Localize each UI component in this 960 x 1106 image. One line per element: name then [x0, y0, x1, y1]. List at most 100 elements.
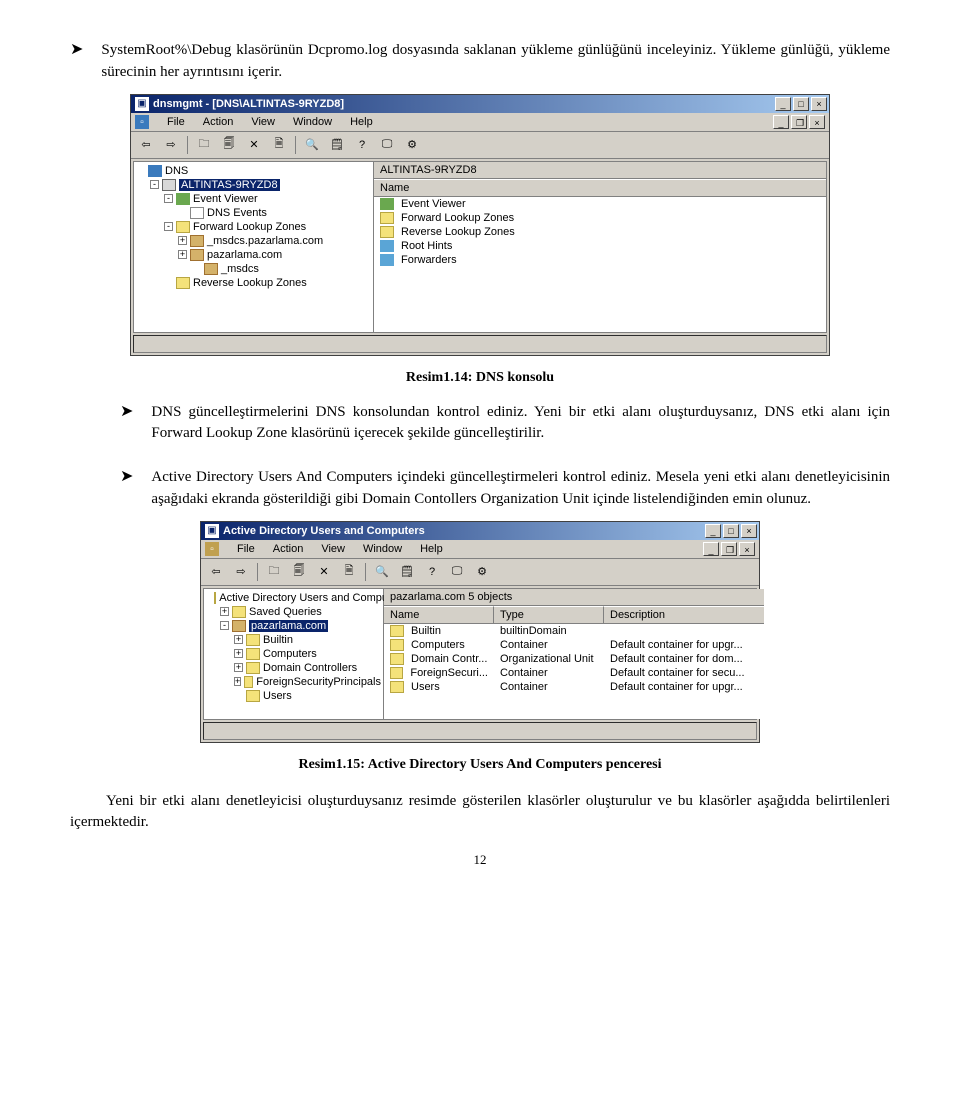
toolbar-button[interactable]: 🖵: [446, 562, 468, 582]
toolbar-button[interactable]: ⚙: [471, 562, 493, 582]
toolbar-button[interactable]: 🗐: [288, 562, 310, 582]
menu-window[interactable]: Window: [289, 115, 336, 129]
tree-node[interactable]: +DNS Events: [136, 206, 371, 220]
tree-node[interactable]: -ALTINTAS-9RYZD8: [136, 178, 371, 192]
expand-icon[interactable]: +: [234, 663, 243, 672]
mdi-close-button[interactable]: ×: [809, 115, 825, 129]
expand-icon[interactable]: +: [178, 250, 187, 259]
expand-icon[interactable]: +: [220, 607, 229, 616]
tree-node[interactable]: -pazarlama.com: [206, 619, 381, 633]
menu-view[interactable]: View: [317, 542, 349, 556]
minimize-button[interactable]: _: [775, 97, 791, 111]
toolbar-button[interactable]: ✕: [243, 135, 265, 155]
menu-action[interactable]: Action: [269, 542, 308, 556]
aduc-column-header[interactable]: NameTypeDescription: [384, 606, 764, 624]
toolbar-button[interactable]: 🗀: [263, 562, 285, 582]
list-item-label: Forward Lookup Zones: [401, 212, 514, 224]
column-header[interactable]: Description: [604, 606, 764, 623]
mdi-minimize-button[interactable]: _: [703, 542, 719, 556]
collapse-icon[interactable]: -: [164, 222, 173, 231]
toolbar-button[interactable]: ⚙: [401, 135, 423, 155]
table-row[interactable]: BuiltinbuiltinDomain: [384, 624, 764, 638]
column-header[interactable]: Type: [494, 606, 604, 623]
mdi-minimize-button[interactable]: _: [773, 115, 789, 129]
list-item[interactable]: Reverse Lookup Zones: [374, 225, 826, 239]
close-button[interactable]: ×: [741, 524, 757, 538]
list-item[interactable]: Event Viewer: [374, 197, 826, 211]
tree-node[interactable]: + Computers: [206, 647, 381, 661]
menu-view[interactable]: View: [247, 115, 279, 129]
tree-node[interactable]: +DNS: [136, 164, 371, 178]
collapse-icon[interactable]: -: [150, 180, 159, 189]
toolbar-button[interactable]: ⇦: [205, 562, 227, 582]
expand-icon[interactable]: +: [234, 677, 241, 686]
menu-file[interactable]: File: [163, 115, 189, 129]
expand-icon[interactable]: +: [234, 649, 243, 658]
toolbar-button[interactable]: 🖵: [376, 135, 398, 155]
toolbar-button[interactable]: ⇨: [230, 562, 252, 582]
tree-node[interactable]: +ForeignSecurityPrincipals: [206, 675, 381, 689]
dns-column-header[interactable]: Name: [374, 179, 826, 197]
dns-tree-pane[interactable]: +DNS-ALTINTAS-9RYZD8-Event Viewer+DNS Ev…: [134, 162, 374, 332]
tree-node[interactable]: +pazarlama.com: [136, 248, 371, 262]
tree-node-label: Computers: [263, 648, 317, 660]
mdi-restore-button[interactable]: ❐: [721, 542, 737, 556]
mdi-close-button[interactable]: ×: [739, 542, 755, 556]
toolbar-button[interactable]: 🗐: [218, 135, 240, 155]
toolbar-button[interactable]: ?: [351, 135, 373, 155]
menu-window[interactable]: Window: [359, 542, 406, 556]
table-row[interactable]: ComputersContainerDefault container for …: [384, 638, 764, 652]
aduc-titlebar[interactable]: ▣ Active Directory Users and Computers _…: [201, 522, 759, 540]
tree-node[interactable]: +_msdcs.pazarlama.com: [136, 234, 371, 248]
table-row[interactable]: UsersContainerDefault container for upgr…: [384, 680, 764, 694]
aduc-tree-pane[interactable]: +Active Directory Users and Computers+Sa…: [204, 589, 384, 719]
tree-node[interactable]: +Builtin: [206, 633, 381, 647]
toolbar-button[interactable]: 🗒: [326, 135, 348, 155]
tree-node[interactable]: +Users: [206, 689, 381, 703]
list-item[interactable]: Root Hints: [374, 239, 826, 253]
book-icon: [176, 193, 190, 205]
tree-node[interactable]: +Reverse Lookup Zones: [136, 276, 371, 290]
column-header[interactable]: Name: [384, 606, 494, 623]
toolbar-button[interactable]: 🗎: [268, 135, 290, 155]
folder-icon: [390, 625, 404, 637]
collapse-icon[interactable]: -: [164, 194, 173, 203]
maximize-button[interactable]: □: [723, 524, 739, 538]
maximize-button[interactable]: □: [793, 97, 809, 111]
toolbar-button[interactable]: 🔍: [301, 135, 323, 155]
tree-node[interactable]: +Saved Queries: [206, 605, 381, 619]
folder-icon: [390, 667, 403, 679]
table-row[interactable]: Domain Contr...Organizational UnitDefaul…: [384, 652, 764, 666]
aduc-list-pane[interactable]: pazarlama.com 5 objects NameTypeDescript…: [384, 589, 764, 719]
menu-help[interactable]: Help: [416, 542, 447, 556]
toolbar-button[interactable]: 🔍: [371, 562, 393, 582]
dns-titlebar[interactable]: ▣ dnsmgmt - [DNS\ALTINTAS-9RYZD8] _ □ ×: [131, 95, 829, 113]
dns-col-name[interactable]: Name: [374, 179, 826, 196]
table-row[interactable]: ForeignSecuri...ContainerDefault contain…: [384, 666, 764, 680]
tree-node[interactable]: +_msdcs: [136, 262, 371, 276]
collapse-icon[interactable]: -: [220, 621, 229, 630]
dns-list-pane[interactable]: ALTINTAS-9RYZD8 Name Event ViewerForward…: [374, 162, 826, 332]
toolbar-button[interactable]: 🗎: [338, 562, 360, 582]
menu-file[interactable]: File: [233, 542, 259, 556]
mdi-restore-button[interactable]: ❐: [791, 115, 807, 129]
toolbar-button[interactable]: ?: [421, 562, 443, 582]
expand-icon[interactable]: +: [178, 236, 187, 245]
toolbar-button[interactable]: ✕: [313, 562, 335, 582]
tree-node[interactable]: +Domain Controllers: [206, 661, 381, 675]
dns-list-path: ALTINTAS-9RYZD8: [374, 162, 826, 179]
list-item[interactable]: Forwarders: [374, 253, 826, 267]
tree-node[interactable]: -Event Viewer: [136, 192, 371, 206]
menu-help[interactable]: Help: [346, 115, 377, 129]
toolbar-button[interactable]: 🗒: [396, 562, 418, 582]
minimize-button[interactable]: _: [705, 524, 721, 538]
list-item[interactable]: Forward Lookup Zones: [374, 211, 826, 225]
close-button[interactable]: ×: [811, 97, 827, 111]
toolbar-button[interactable]: 🗀: [193, 135, 215, 155]
tree-node[interactable]: -Forward Lookup Zones: [136, 220, 371, 234]
toolbar-button[interactable]: ⇨: [160, 135, 182, 155]
expand-icon[interactable]: +: [234, 635, 243, 644]
toolbar-button[interactable]: ⇦: [135, 135, 157, 155]
menu-action[interactable]: Action: [199, 115, 238, 129]
tree-node[interactable]: +Active Directory Users and Computers: [206, 591, 381, 605]
